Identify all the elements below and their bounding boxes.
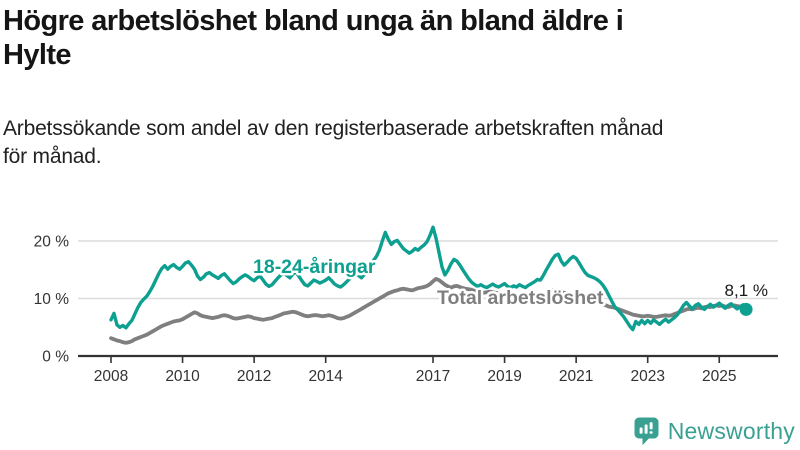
y-tick-label: 20 % bbox=[34, 234, 70, 251]
series-labels: 18-24-åringar Total arbetslöshet bbox=[251, 253, 607, 312]
gridlines bbox=[78, 240, 778, 358]
x-tick-label: 2019 bbox=[487, 368, 521, 385]
chart-title: Högre arbetslöshet bland unga än bland ä… bbox=[3, 4, 783, 72]
x-tick-label: 2023 bbox=[630, 368, 664, 385]
x-tick-label: 2008 bbox=[94, 368, 128, 385]
series-label-total: Total arbetslöshet bbox=[437, 287, 604, 309]
series-line-total bbox=[109, 276, 748, 345]
x-axis: 2008 2010 2012 2014 2017 2019 2021 2023 2025 bbox=[94, 356, 737, 385]
chart-title-line2: Hylte bbox=[3, 39, 72, 72]
series-lines bbox=[109, 225, 748, 345]
logo-bar-chart-glyph bbox=[639, 422, 653, 434]
x-tick-label: 2021 bbox=[559, 368, 593, 385]
newsworthy-wordmark: Newsworthy bbox=[667, 418, 795, 444]
x-tick-label: 2010 bbox=[165, 368, 200, 385]
chart-subtitle-line2: för månad. bbox=[3, 144, 102, 168]
x-tick-label: 2012 bbox=[237, 368, 271, 385]
latest-value-marker: 8,1 % bbox=[725, 281, 768, 316]
y-tick-label: 10 % bbox=[34, 291, 70, 308]
chart-title-line1: Högre arbetslöshet bland unga än bland ä… bbox=[3, 5, 624, 37]
series-line-young bbox=[109, 225, 748, 332]
chart-subtitle: Arbetssökande som andel av den registerb… bbox=[3, 115, 798, 171]
latest-value-dot bbox=[739, 302, 753, 316]
newsworthy-logo: Newsworthy bbox=[634, 417, 795, 446]
latest-value-label: 8,1 % bbox=[725, 281, 768, 300]
x-tick-label: 2014 bbox=[308, 368, 343, 385]
y-tick-label: 0 % bbox=[42, 349, 69, 366]
chart-subtitle-line1: Arbetssökande som andel av den registerb… bbox=[3, 117, 664, 140]
newsworthy-logo-icon bbox=[634, 417, 659, 446]
series-label-young: 18-24-åringar bbox=[253, 255, 376, 278]
y-axis-labels: 0 % 10 % 20 % bbox=[34, 234, 70, 366]
x-tick-label: 2017 bbox=[416, 368, 450, 385]
x-tick-label: 2025 bbox=[702, 368, 736, 385]
